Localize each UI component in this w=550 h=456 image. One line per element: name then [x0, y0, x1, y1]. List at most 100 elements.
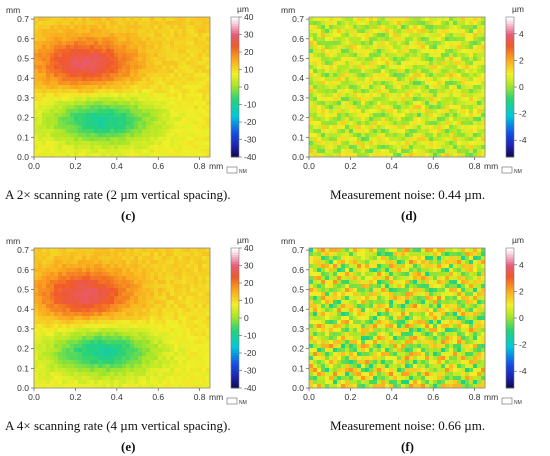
surface-cell	[106, 109, 111, 114]
surface-cell	[198, 380, 203, 385]
surface-cell	[309, 137, 314, 142]
surface-cell	[66, 312, 71, 317]
surface-cell	[389, 41, 394, 46]
colorbar-segment	[231, 273, 239, 277]
surface-cell	[337, 17, 342, 22]
surface-cell	[162, 21, 167, 26]
surface-cell	[421, 133, 426, 138]
surface-cell	[445, 21, 450, 26]
surface-cell	[186, 69, 191, 74]
surface-cell	[70, 300, 75, 305]
surface-cell	[202, 17, 207, 22]
surface-cell	[126, 33, 131, 38]
surface-cell	[122, 65, 127, 70]
surface-cell	[441, 45, 446, 50]
surface-cell	[126, 17, 131, 22]
surface-cell	[178, 133, 183, 138]
surface-cell	[150, 105, 155, 110]
surface-cell	[381, 113, 386, 118]
surface-cell	[162, 113, 167, 118]
surface-cell	[122, 37, 127, 42]
colorbar-segment	[506, 42, 514, 46]
surface-cell	[321, 109, 326, 114]
y-tick-label: 0.2	[17, 113, 29, 123]
surface-cell	[142, 276, 147, 281]
surface-cell	[90, 352, 95, 357]
surface-cell	[405, 69, 410, 74]
surface-cell	[194, 284, 199, 289]
surface-cell	[118, 340, 123, 345]
surface-cell	[130, 37, 135, 42]
surface-cell	[437, 149, 442, 154]
surface-cell	[377, 45, 382, 50]
surface-cell	[86, 101, 91, 106]
surface-cell	[206, 320, 211, 325]
surface-cell	[178, 308, 183, 313]
surface-cell	[162, 17, 167, 22]
surface-cell	[34, 97, 39, 102]
surface-cell	[102, 41, 107, 46]
surface-cell	[62, 380, 67, 385]
surface-cell	[122, 324, 127, 329]
surface-cell	[409, 37, 414, 42]
surface-cell	[182, 133, 187, 138]
surface-cell	[329, 17, 334, 22]
surface-cell	[429, 113, 434, 118]
surface-cell	[110, 113, 115, 118]
surface-cell	[122, 113, 127, 118]
surface-cell	[170, 368, 175, 373]
surface-cell	[82, 284, 87, 289]
surface-cell	[150, 53, 155, 58]
surface-cell	[78, 300, 83, 305]
surface-cell	[337, 25, 342, 30]
surface-cell	[70, 121, 75, 126]
surface-cell	[353, 93, 358, 98]
surface-cell	[102, 320, 107, 325]
surface-cell	[90, 268, 95, 273]
surface-cell	[409, 33, 414, 38]
surface-cell	[70, 73, 75, 78]
surface-cell	[317, 145, 322, 150]
surface-cell	[457, 21, 462, 26]
surface-cell	[62, 336, 67, 341]
surface-cell	[373, 53, 378, 58]
surface-cell	[365, 125, 370, 130]
surface-cell	[98, 324, 103, 329]
surface-cell	[38, 29, 43, 34]
surface-cell	[130, 276, 135, 281]
surface-cell	[202, 292, 207, 297]
surface-cell	[425, 33, 430, 38]
surface-cell	[62, 149, 67, 154]
surface-cell	[150, 268, 155, 273]
surface-cell	[397, 81, 402, 86]
surface-cell	[158, 300, 163, 305]
surface-cell	[94, 356, 99, 361]
surface-cell	[413, 21, 418, 26]
surface-cell	[54, 49, 59, 54]
surface-cell	[130, 264, 135, 269]
surface-cell	[457, 37, 462, 42]
surface-cell	[433, 17, 438, 22]
surface-cell	[321, 89, 326, 94]
surface-cell	[182, 65, 187, 70]
surface-cell	[309, 21, 314, 26]
surface-cell	[66, 252, 71, 257]
surface-cell	[74, 304, 79, 309]
surface-cell	[206, 376, 211, 381]
surface-cell	[170, 65, 175, 70]
surface-cell	[178, 344, 183, 349]
surface-cell	[50, 125, 55, 130]
surface-cell	[38, 21, 43, 26]
surface-cell	[365, 85, 370, 90]
surface-cell	[150, 300, 155, 305]
surface-cell	[206, 41, 211, 46]
surface-cell	[353, 121, 358, 126]
surface-cell	[417, 73, 422, 78]
surface-cell	[154, 256, 159, 261]
surface-cell	[62, 284, 67, 289]
surface-cell	[102, 69, 107, 74]
surface-cell	[66, 65, 71, 70]
surface-cell	[138, 149, 143, 154]
surface-cell	[381, 129, 386, 134]
surface-cell	[74, 332, 79, 337]
